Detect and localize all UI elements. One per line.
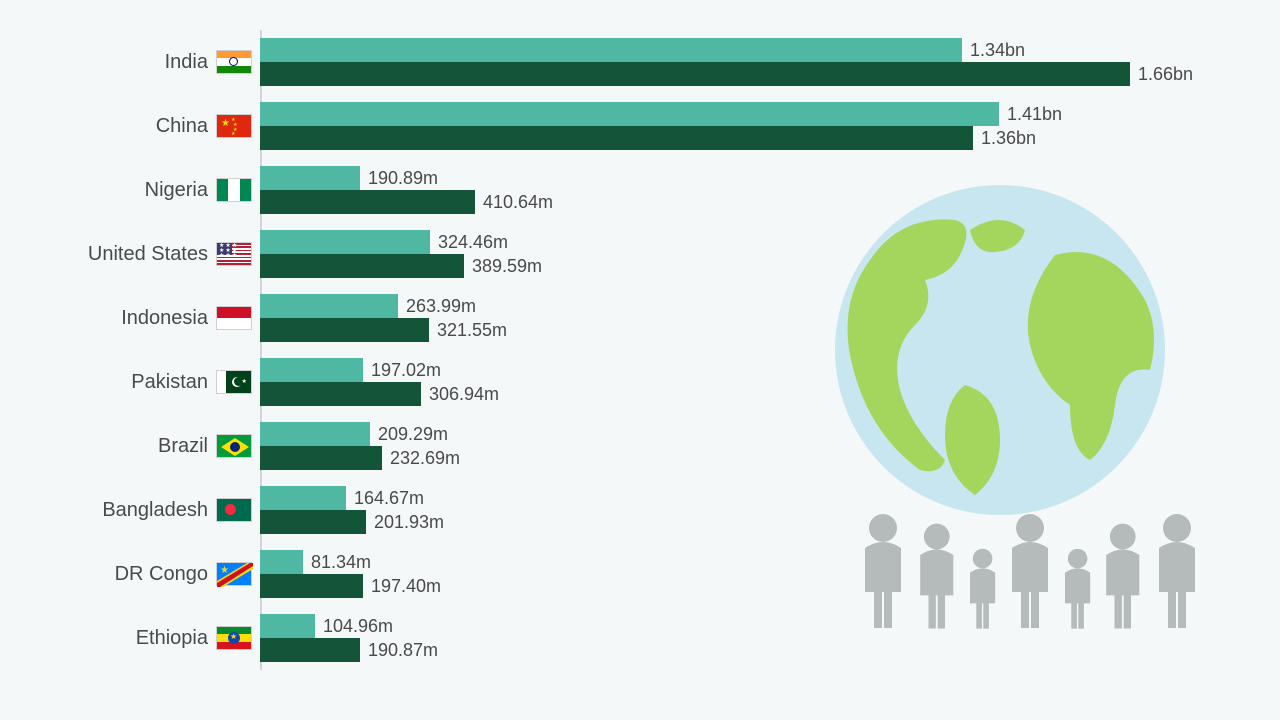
bar-series-a [260, 614, 315, 638]
country-name: Nigeria [145, 179, 208, 202]
bar-series-b [260, 510, 366, 534]
flag-ethiopia-icon: ★ [216, 626, 252, 650]
bar-value-a: 197.02m [371, 360, 441, 381]
bar-series-b [260, 62, 1130, 86]
person-icon [1149, 510, 1205, 630]
country-name: United States [88, 243, 208, 266]
bar-series-a [260, 38, 962, 62]
country-name: India [165, 51, 208, 74]
bar-series-a [260, 166, 360, 190]
globe-icon [820, 170, 1240, 535]
person-icon [1002, 510, 1058, 630]
row-label: Bangladesh [60, 498, 260, 522]
bar-value-b: 410.64m [483, 192, 553, 213]
flag-usa-icon: ★★★★★★★★★ [216, 242, 252, 266]
row-label: DR Congo ★ [60, 562, 260, 586]
bar-value-b: 197.40m [371, 576, 441, 597]
bar-value-b: 321.55m [437, 320, 507, 341]
country-name: Ethiopia [136, 627, 208, 650]
person-icon [1058, 510, 1097, 630]
bar-series-a [260, 230, 430, 254]
chart-row: India 1.34bn 1.66bn [60, 30, 1220, 94]
country-name: Bangladesh [102, 499, 208, 522]
flag-drcongo-icon: ★ [216, 562, 252, 586]
row-label: Ethiopia ★ [60, 626, 260, 650]
row-label: Brazil [60, 434, 260, 458]
flag-pakistan-icon: ★ [216, 370, 252, 394]
country-name: China [156, 115, 208, 138]
bar-series-a [260, 550, 303, 574]
bar-value-b: 389.59m [472, 256, 542, 277]
bar-value-b: 1.66bn [1138, 64, 1193, 85]
country-name: DR Congo [115, 563, 208, 586]
bar-series-a [260, 294, 398, 318]
bar-value-a: 104.96m [323, 616, 393, 637]
bar-value-b: 190.87m [368, 640, 438, 661]
bar-series-a [260, 358, 363, 382]
person-icon [911, 510, 963, 630]
bar-value-a: 1.34bn [970, 40, 1025, 61]
flag-nigeria-icon [216, 178, 252, 202]
row-label: Nigeria [60, 178, 260, 202]
bar-series-b [260, 190, 475, 214]
row-label: Pakistan ★ [60, 370, 260, 394]
person-icon [963, 510, 1002, 630]
bar-value-a: 190.89m [368, 168, 438, 189]
flag-china-icon: ★★★★★ [216, 114, 252, 138]
bar-value-a: 324.46m [438, 232, 508, 253]
bar-series-b [260, 318, 429, 342]
bar-series-b [260, 638, 360, 662]
bar-value-b: 306.94m [429, 384, 499, 405]
row-label: China ★★★★★ [60, 114, 260, 138]
flag-indonesia-icon [216, 306, 252, 330]
chart-row: China ★★★★★ 1.41bn 1.36bn [60, 94, 1220, 158]
bar-value-a: 1.41bn [1007, 104, 1062, 125]
bar-series-a [260, 102, 999, 126]
row-bars: 1.41bn 1.36bn [260, 102, 1220, 150]
bar-series-b [260, 446, 382, 470]
bar-series-b [260, 126, 973, 150]
bar-series-a [260, 486, 346, 510]
bar-value-a: 263.99m [406, 296, 476, 317]
bar-series-b [260, 382, 421, 406]
person-icon [1097, 510, 1149, 630]
person-icon [855, 510, 911, 630]
row-label: India [60, 50, 260, 74]
bar-value-a: 209.29m [378, 424, 448, 445]
flag-bangladesh-icon [216, 498, 252, 522]
bar-value-a: 81.34m [311, 552, 371, 573]
bar-series-b [260, 574, 363, 598]
people-icon-group [820, 510, 1240, 630]
country-name: Indonesia [121, 307, 208, 330]
country-name: Pakistan [131, 371, 208, 394]
bar-series-b [260, 254, 464, 278]
row-label: United States ★★★★★★★★★ [60, 242, 260, 266]
bar-value-a: 164.67m [354, 488, 424, 509]
flag-brazil-icon [216, 434, 252, 458]
row-bars: 1.34bn 1.66bn [260, 38, 1220, 86]
bar-value-b: 201.93m [374, 512, 444, 533]
bar-value-b: 1.36bn [981, 128, 1036, 149]
bar-value-b: 232.69m [390, 448, 460, 469]
row-label: Indonesia [60, 306, 260, 330]
country-name: Brazil [158, 435, 208, 458]
flag-india-icon [216, 50, 252, 74]
bar-series-a [260, 422, 370, 446]
